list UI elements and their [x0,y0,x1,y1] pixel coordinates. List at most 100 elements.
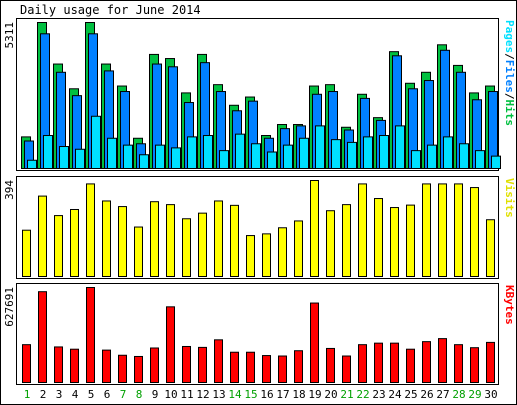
panel-visits: 394 Visits [3,176,516,279]
x-tick-label: 14 [228,388,242,401]
bar-kbytes-day-4 [70,348,79,384]
bar-visits-day-15 [246,235,255,278]
x-tick-label: 16 [260,388,273,401]
x-tick-label: 26 [420,388,433,401]
legend-entry: Files [503,60,516,93]
bar-pages-day-21 [347,141,357,169]
bar-pages-day-1 [27,159,37,169]
bar-pages-day-29 [475,150,485,169]
bar-kbytes-day-23 [374,342,383,383]
bar-pages-day-17 [283,144,293,170]
bar-kbytes-day-28 [454,344,463,383]
bar-pages-day-13 [219,150,229,169]
bar-pages-day-23 [379,135,389,169]
legend-entry: KBytes [503,285,516,325]
bar-visits-day-4 [70,208,79,277]
x-tick-label: 11 [180,388,193,401]
bar-pages-day-25 [411,150,421,169]
x-tick-label: 13 [212,388,225,401]
bar-pages-day-3 [59,146,69,169]
bar-pages-day-18 [299,137,309,170]
x-axis-labels: 1 2 3 4 5 6 7 8 9 10 11 12 13 14 15 16 17 18 19 20 21 22 23 24 2… [24,388,498,401]
legend-entry: Hits [503,100,516,127]
bar-visits-day-24 [390,207,399,277]
bar-pages-day-11 [187,136,197,169]
bar-kbytes-day-29 [470,347,479,383]
bar-pages-day-12 [203,135,213,169]
bar-visits-day-13 [214,200,223,278]
bar-pages-day-30 [491,155,501,170]
bar-visits-day-23 [374,198,383,277]
bar-visits-day-6 [102,200,111,278]
bar-kbytes-day-16 [262,355,271,384]
bar-kbytes-day-12 [198,346,207,383]
bar-pages-day-24 [395,125,405,169]
bar-kbytes-day-24 [390,342,399,383]
bar-kbytes-day-13 [214,339,223,383]
x-tick-label: 22 [356,388,369,401]
bar-pages-day-19 [315,125,325,169]
bar-kbytes-day-21 [342,355,351,383]
x-tick-label: 28 [452,388,465,401]
bar-visits-day-14 [230,204,239,278]
bar-kbytes-day-14 [230,351,239,383]
bar-kbytes-day-25 [406,348,415,384]
bar-visits-day-18 [294,220,303,277]
bar-pages-day-20 [331,139,341,169]
bar-kbytes-day-20 [326,347,335,384]
bar-kbytes-day-7 [118,354,127,383]
bar-visits-day-8 [134,226,143,277]
bar-pages-day-8 [139,154,149,170]
bar-kbytes-day-3 [54,346,63,383]
legend-entry: Pages [503,20,516,53]
bar-pages-day-2 [43,135,53,169]
bar-visits-day-7 [118,206,127,277]
x-tick-label: 15 [244,388,257,401]
bar-pages-day-5 [91,115,101,169]
bar-pages-day-14 [235,133,245,170]
x-tick-label: 27 [436,388,449,401]
bar-visits-day-29 [470,187,479,278]
legend: Visits [503,178,516,218]
bar-kbytes-day-2 [38,291,47,383]
bar-visits-day-9 [150,201,159,277]
bar-kbytes-day-8 [134,355,143,383]
y-max-label: 627691 [3,287,16,327]
x-tick-label: 20 [324,388,337,401]
legend-entry: / [503,53,516,60]
legend-entry: / [503,93,516,100]
bar-kbytes-day-10 [166,306,175,384]
y-max-label: 394 [3,180,16,200]
bar-pages-day-7 [123,144,133,170]
bar-kbytes-day-9 [150,347,159,384]
bar-visits-day-26 [422,183,431,277]
bar-visits-day-27 [438,183,447,277]
bar-visits-day-16 [262,233,271,278]
x-tick-label: 30 [484,388,497,401]
x-tick-label: 17 [276,388,289,401]
bar-visits-day-1 [22,229,31,277]
bar-pages-day-26 [427,144,437,170]
x-tick-label: 29 [468,388,481,401]
panel-frame [16,283,499,385]
chart-title: Daily usage for June 2014 [20,3,201,17]
x-tick-label: 10 [164,388,177,401]
bar-kbytes-day-27 [438,338,447,383]
bar-kbytes-day-26 [422,341,431,384]
bar-kbytes-day-18 [294,350,303,384]
x-tick-label: 12 [196,388,209,401]
x-tick-label: 6 [104,388,111,401]
x-tick-label: 24 [388,388,402,401]
bar-kbytes-day-11 [182,345,191,384]
bar-pages-day-22 [363,136,373,169]
bar-pages-day-15 [251,143,261,169]
legend: KBytes [503,285,516,325]
bar-visits-day-17 [278,227,287,278]
bar-visits-day-5 [86,183,95,277]
bar-visits-day-21 [342,204,351,277]
bar-kbytes-day-19 [310,302,319,383]
panel-frame [16,176,499,279]
panel-kbytes: 627691 KBytes [3,283,516,385]
